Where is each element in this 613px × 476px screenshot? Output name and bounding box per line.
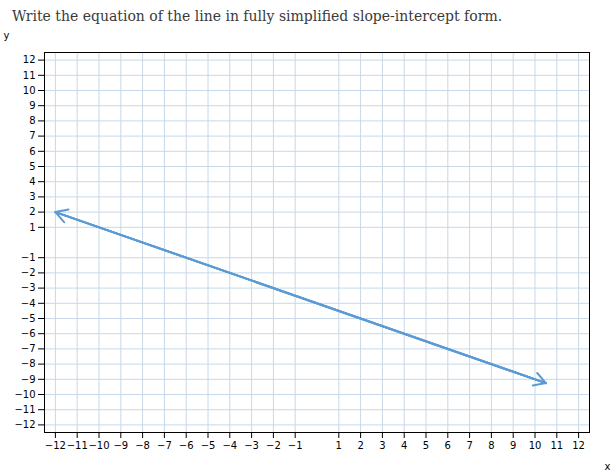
svg-text:−6: −6	[21, 328, 36, 339]
svg-text:−8: −8	[135, 440, 150, 451]
svg-text:−1: −1	[21, 252, 36, 263]
svg-text:10: 10	[23, 85, 36, 96]
svg-text:−5: −5	[21, 313, 36, 324]
svg-text:−2: −2	[266, 440, 281, 451]
svg-text:−2: −2	[21, 267, 36, 278]
svg-text:10: 10	[529, 440, 542, 451]
svg-text:12: 12	[572, 440, 585, 451]
svg-text:11: 11	[23, 70, 36, 81]
svg-text:−8: −8	[21, 358, 36, 369]
svg-text:−11: −11	[14, 404, 35, 415]
svg-text:9: 9	[510, 440, 516, 451]
svg-text:1: 1	[336, 440, 342, 451]
svg-text:4: 4	[29, 176, 35, 187]
svg-text:11: 11	[550, 440, 563, 451]
svg-text:−12: −12	[14, 419, 35, 430]
svg-text:3: 3	[29, 191, 35, 202]
svg-text:−4: −4	[21, 298, 36, 309]
svg-text:−3: −3	[21, 282, 36, 293]
svg-text:−12: −12	[45, 440, 66, 451]
svg-text:8: 8	[29, 115, 35, 126]
svg-text:2: 2	[357, 440, 363, 451]
svg-text:y: y	[4, 30, 10, 41]
svg-text:7: 7	[466, 440, 472, 451]
svg-text:−7: −7	[21, 343, 36, 354]
svg-text:−3: −3	[244, 440, 259, 451]
svg-text:−10: −10	[14, 389, 35, 400]
svg-text:8: 8	[488, 440, 494, 451]
svg-text:12: 12	[23, 54, 36, 65]
svg-text:6: 6	[29, 146, 35, 157]
svg-text:−4: −4	[222, 440, 237, 451]
svg-text:9: 9	[29, 100, 35, 111]
svg-text:−9: −9	[21, 374, 36, 385]
svg-text:−5: −5	[201, 440, 216, 451]
svg-text:7: 7	[29, 130, 35, 141]
svg-text:4: 4	[401, 440, 407, 451]
svg-text:2: 2	[29, 206, 35, 217]
svg-text:−1: −1	[288, 440, 303, 451]
svg-text:−11: −11	[67, 440, 88, 451]
svg-text:5: 5	[29, 161, 35, 172]
svg-text:6: 6	[445, 440, 451, 451]
svg-text:3: 3	[379, 440, 385, 451]
svg-text:−9: −9	[113, 440, 128, 451]
svg-text:−10: −10	[88, 440, 109, 451]
svg-text:1: 1	[29, 222, 35, 233]
svg-text:−6: −6	[179, 440, 194, 451]
svg-text:x: x	[605, 461, 611, 472]
html-text:Write the equation of the line: Write the equation of the line in fully …	[12, 8, 503, 24]
svg-text:5: 5	[423, 440, 429, 451]
svg-text:−7: −7	[157, 440, 172, 451]
